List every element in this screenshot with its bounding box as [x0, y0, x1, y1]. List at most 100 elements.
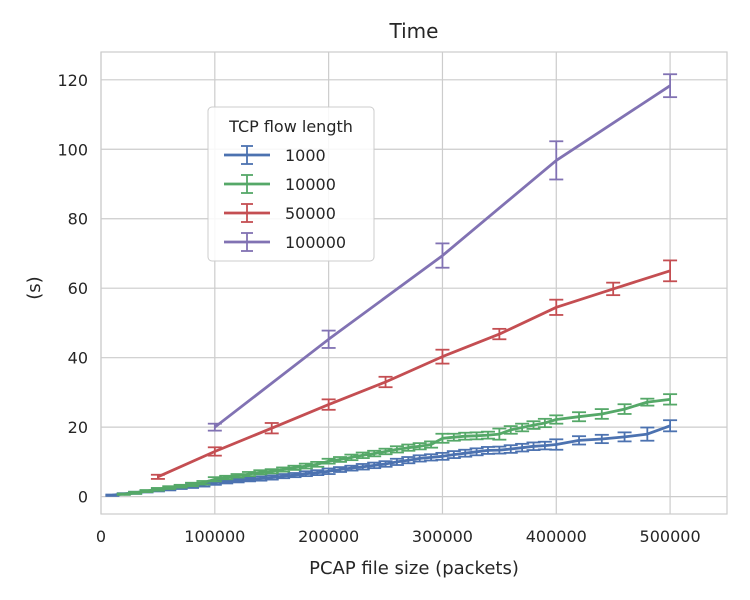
error-bar	[469, 447, 484, 457]
error-bar	[310, 469, 325, 476]
error-bar	[446, 450, 461, 459]
error-bar	[594, 408, 609, 420]
error-bar	[367, 461, 382, 470]
error-bar	[640, 426, 655, 442]
error-bar	[162, 485, 177, 490]
error-bar	[344, 464, 359, 472]
error-bar	[378, 460, 393, 468]
error-bar	[515, 422, 530, 433]
tick-labels: 0 100000 200000 300000 400000 500000 0 20 40 60 80…	[57, 71, 700, 546]
error-bar	[230, 473, 245, 479]
series-50000	[150, 259, 678, 480]
error-bar	[173, 483, 188, 489]
legend-label: 10000	[285, 175, 336, 194]
error-bar	[606, 281, 621, 297]
error-bar	[526, 420, 541, 430]
error-bar	[333, 466, 348, 473]
error-bar	[219, 474, 234, 481]
error-bar	[503, 425, 518, 435]
error-bar	[435, 242, 450, 269]
x-tick-label: 100000	[184, 527, 245, 546]
y-tick-label: 40	[68, 349, 88, 368]
error-bar	[492, 327, 507, 341]
x-tick-label: 200000	[298, 527, 359, 546]
error-bar	[241, 471, 256, 478]
series-line	[157, 269, 671, 479]
error-bar	[389, 445, 404, 454]
error-bar	[321, 398, 336, 411]
error-bar	[389, 457, 404, 466]
series-line	[123, 398, 671, 496]
error-bar	[515, 442, 530, 453]
x-tick-label: 0	[96, 527, 106, 546]
error-bar	[663, 393, 678, 406]
error-bar	[549, 298, 564, 316]
error-bar	[321, 467, 336, 475]
x-tick-label: 400000	[526, 527, 587, 546]
plot-frame	[100, 51, 728, 515]
error-bar	[287, 464, 302, 471]
error-bar	[663, 73, 678, 99]
y-tick-label: 80	[68, 210, 88, 229]
error-bar	[572, 435, 587, 446]
error-bar	[264, 422, 279, 435]
error-bar	[344, 453, 359, 462]
error-bar	[287, 472, 302, 479]
error-bar	[537, 417, 552, 429]
error-bar	[617, 431, 632, 443]
error-bar	[310, 460, 325, 468]
error-bar	[412, 442, 427, 451]
y-tick-label: 0	[78, 488, 88, 507]
series-100000	[207, 73, 678, 432]
error-bar	[412, 454, 427, 463]
error-bar	[378, 447, 393, 456]
error-bar	[298, 470, 313, 478]
error-bar	[549, 414, 564, 425]
error-bar	[572, 411, 587, 423]
error-bar	[549, 140, 564, 181]
legend-item-100000: 100000	[224, 232, 346, 252]
series-layer	[105, 73, 678, 497]
legend-item-10000: 10000	[224, 174, 336, 194]
error-bar	[503, 444, 518, 454]
legend-label: 100000	[285, 233, 346, 252]
chart-title: Time	[389, 19, 439, 43]
error-bar	[594, 433, 609, 445]
error-bar	[617, 403, 632, 415]
error-bar	[355, 463, 370, 471]
error-bar	[367, 449, 382, 458]
x-axis-label: PCAP file size (packets)	[309, 558, 519, 579]
x-tick-label: 300000	[412, 527, 473, 546]
error-bar	[185, 481, 200, 488]
legend-label: 50000	[285, 204, 336, 223]
y-tick-label: 120	[57, 71, 88, 90]
legend-title: TCP flow length	[228, 117, 353, 136]
error-bar	[321, 457, 336, 465]
error-bar	[253, 469, 268, 476]
error-bar	[264, 474, 279, 481]
error-bar	[663, 419, 678, 433]
legend: TCP flow length 1000 10000 50000 100000	[207, 106, 375, 262]
error-bar	[435, 451, 450, 461]
error-bar	[480, 430, 495, 440]
x-tick-label: 500000	[640, 527, 701, 546]
error-bar	[378, 375, 393, 389]
error-bar	[401, 456, 416, 465]
error-bar	[150, 487, 165, 492]
error-bar	[446, 432, 461, 442]
series-10000	[116, 393, 678, 496]
error-bar	[276, 466, 291, 473]
y-tick-label: 100	[57, 140, 88, 159]
error-bar	[435, 348, 450, 365]
error-bar	[298, 462, 313, 470]
error-bar	[321, 329, 336, 349]
legend-item-50000: 50000	[224, 203, 336, 223]
error-bar	[424, 440, 439, 449]
error-bar	[207, 446, 222, 457]
error-bar	[640, 397, 655, 407]
error-bar	[458, 448, 473, 458]
legend-item-1000: 1000	[224, 145, 326, 165]
error-bar	[264, 468, 279, 475]
error-bar	[549, 438, 564, 451]
